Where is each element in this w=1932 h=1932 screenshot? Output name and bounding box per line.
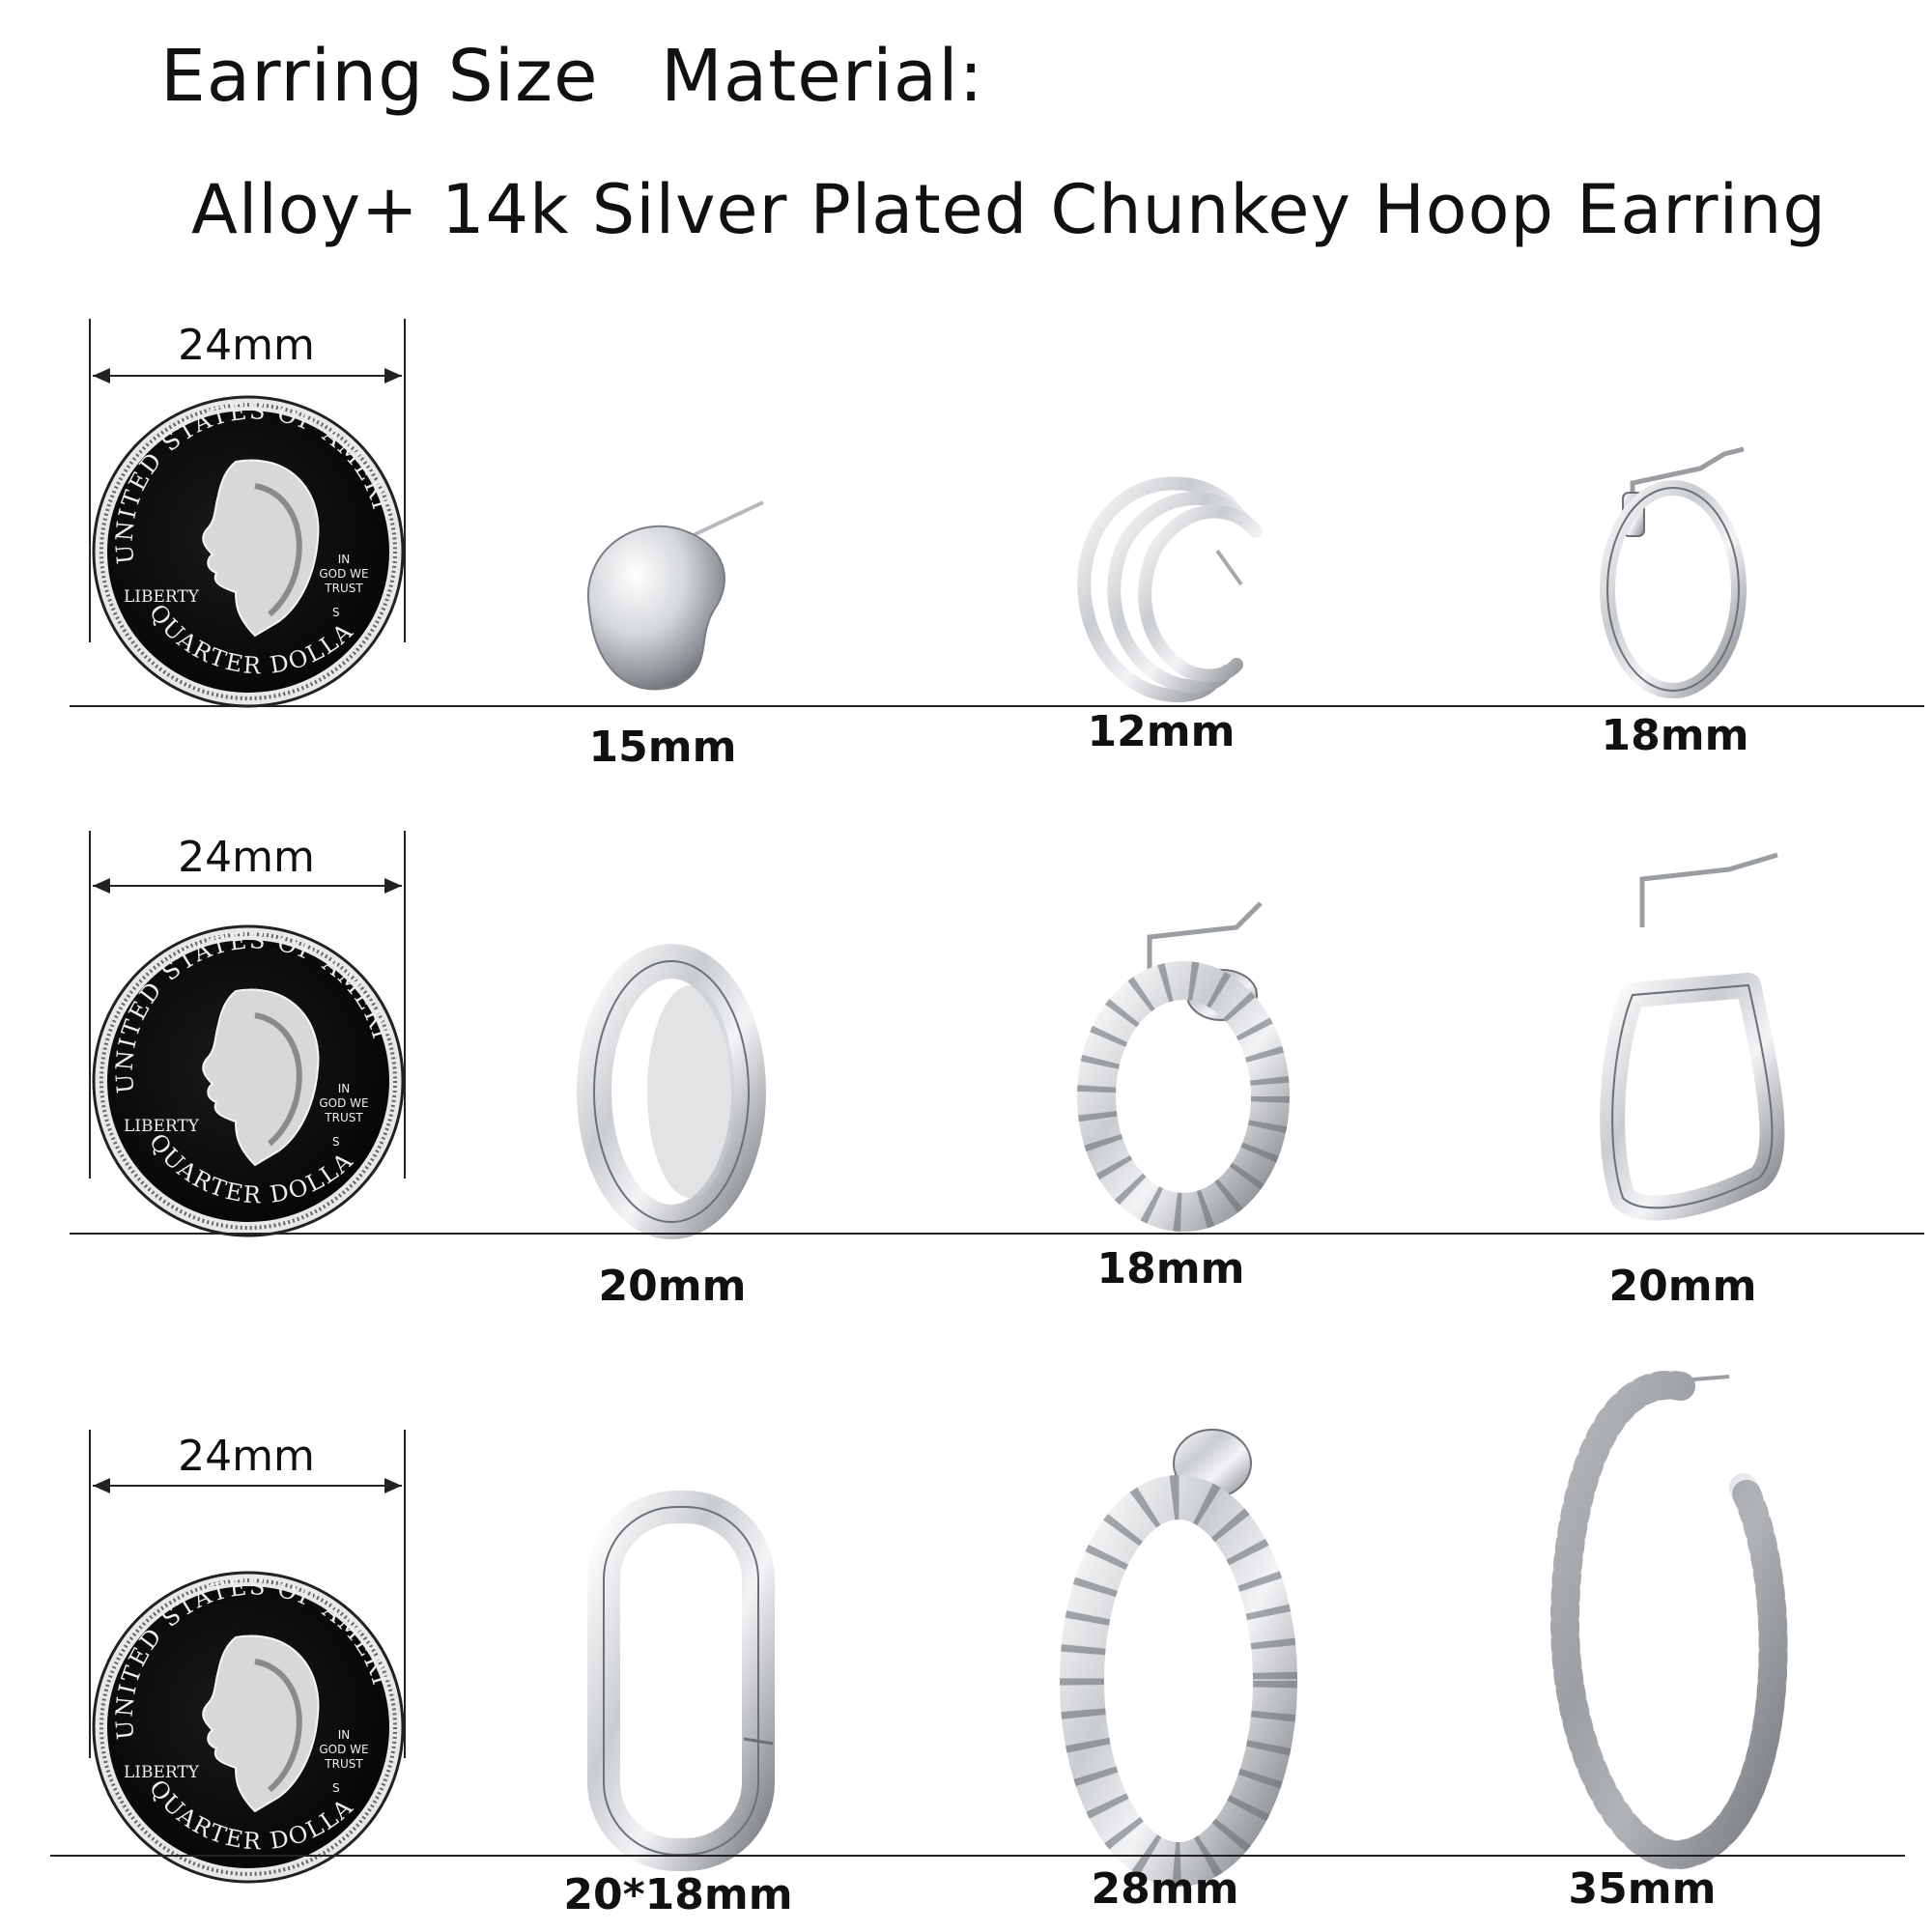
size-row-2: 24mm UNITED STATES OF AMERICA QUARTER DO… <box>0 831 1932 1333</box>
coin-motto-line-2: GOD WE <box>319 1743 368 1756</box>
coin-motto-line-2: GOD WE <box>319 1096 368 1110</box>
coin-motto-line-1: IN <box>338 1728 351 1742</box>
size-row-3: 24mm UNITED STATES OF AMERICA QUARTER DO… <box>0 1352 1932 1932</box>
coin-mint-mark: S <box>332 1135 340 1149</box>
size-row-1: 24mm UNITED STATES OF AMERICA QUARTER DO… <box>0 319 1932 773</box>
coin-motto-line-3: TRUST <box>324 1757 363 1771</box>
coin-motto-line-3: TRUST <box>324 1111 363 1124</box>
ruler-dimension-label: 24mm <box>178 1432 315 1481</box>
coin-ruler: 24mm <box>89 1430 406 1758</box>
earring-size-label: 12mm <box>1087 707 1236 756</box>
coin-motto-line-1: IN <box>338 553 351 566</box>
earring-size-label: 28mm <box>1091 1864 1239 1914</box>
coin-liberty-text: LIBERTY <box>124 1117 200 1136</box>
twisted-hoop-earring-image <box>1077 901 1290 1232</box>
coin-mint-mark: S <box>332 1781 340 1795</box>
triangle-hoop-earring-image <box>1600 852 1785 1221</box>
rope-open-hoop-earring-image <box>1549 1370 1788 1870</box>
heading-material: Material: <box>661 35 984 118</box>
rectangle-hoop-earring-image <box>587 1491 775 1871</box>
earring-size-label: 20mm <box>598 1262 747 1311</box>
quarter-coin-image: UNITED STATES OF AMERICA QUARTER DOLLAR … <box>80 902 405 1237</box>
triple-c-hoop-earring-image <box>1077 476 1263 702</box>
quarter-coin-image: UNITED STATES OF AMERICA QUARTER DOLLAR … <box>80 373 405 708</box>
coin-ruler: 24mm <box>89 831 406 1179</box>
chunky-dome-earring-image <box>586 500 764 691</box>
earring-size-label: 18mm <box>1096 1244 1245 1293</box>
coin-motto-line-3: TRUST <box>324 582 363 595</box>
coin-motto-line-1: IN <box>338 1082 351 1095</box>
material-description: Alloy+ 14k Silver Plated Chunkey Hoop Ea… <box>191 170 1827 249</box>
twisted-chunky-hoop-earring-image <box>1060 1429 1297 1887</box>
earring-size-label: 20mm <box>1608 1262 1757 1311</box>
earring-size-label: 18mm <box>1601 711 1749 760</box>
thin-hoop-earring-image <box>1600 446 1747 698</box>
earring-size-label: 15mm <box>588 723 737 772</box>
earring-size-label: 35mm <box>1568 1864 1717 1914</box>
coin-mint-mark: S <box>332 606 340 619</box>
heading-earring-size: Earring Size <box>160 35 599 118</box>
quarter-coin-image: UNITED STATES OF AMERICA QUARTER DOLLAR … <box>80 1548 405 1884</box>
earring-size-label: 20*18mm <box>563 1870 793 1919</box>
ruler-dimension-label: 24mm <box>178 833 315 882</box>
ruler-dimension-label: 24mm <box>178 321 315 370</box>
coin-liberty-text: LIBERTY <box>124 1763 200 1782</box>
huggie-hoop-earring-image <box>577 944 766 1239</box>
coin-liberty-text: LIBERTY <box>124 587 200 607</box>
coin-motto-line-2: GOD WE <box>319 567 368 581</box>
coin-ruler: 24mm <box>89 319 406 642</box>
